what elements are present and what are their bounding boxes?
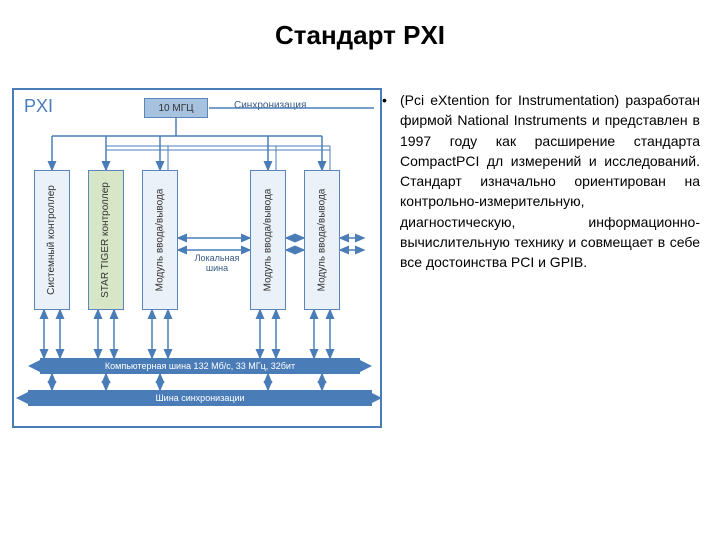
body-text: (Pci eXtention for Instrumentation) разр… (400, 92, 700, 270)
body-paragraph: • (Pci eXtention for Instrumentation) ра… (400, 90, 700, 273)
module-label: Системный контроллер (46, 185, 58, 295)
clock-box: 10 МГЦ (144, 98, 208, 118)
module-label: Модуль ввода/вывода (262, 189, 274, 292)
diagram-header: PXI (24, 96, 53, 117)
module-io-2: Модуль ввода/вывода (250, 170, 286, 310)
local-bus-label: Локальная шина (190, 254, 244, 274)
computer-bus-bar: Компьютерная шина 132 Мб/с, 33 МГц, 32би… (40, 358, 360, 374)
pxi-diagram: PXI 10 МГЦ Синхронизация (12, 88, 382, 428)
sync-label: Синхронизация (234, 100, 306, 111)
module-io-1: Модуль ввода/вывода (142, 170, 178, 310)
bullet-dot: • (382, 90, 387, 110)
module-label: Модуль ввода/вывода (154, 189, 166, 292)
module-system-controller: Системный контроллер (34, 170, 70, 310)
module-label: STAR TIGER контроллер (100, 182, 112, 298)
module-io-3: Модуль ввода/вывода (304, 170, 340, 310)
module-label: Модуль ввода/вывода (316, 189, 328, 292)
module-star-tiger: STAR TIGER контроллер (88, 170, 124, 310)
sync-bus-bar: Шина синхронизации (28, 390, 372, 406)
page-title: Стандарт PXI (0, 20, 720, 51)
